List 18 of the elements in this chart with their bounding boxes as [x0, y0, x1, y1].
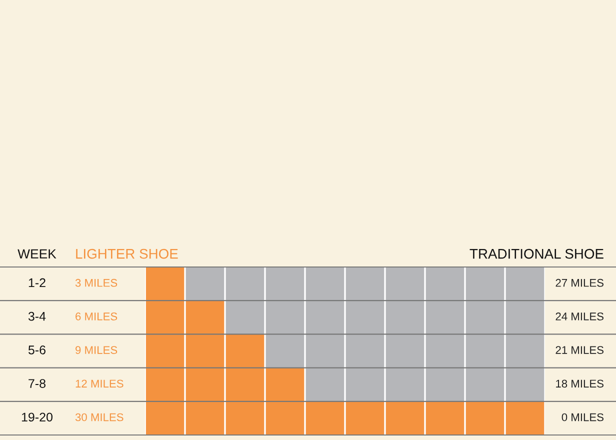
data-label: 18 MILES [556, 380, 604, 388]
y-tick-label: 19-20 [22, 412, 52, 422]
series-label: TRADITIONAL SHOE [470, 248, 604, 259]
y-tick-label: 1-2 [28, 278, 46, 288]
data-label: 3 MILES [75, 278, 118, 287]
data-label: 24 MILES [556, 312, 604, 320]
data-label: 12 MILES [76, 380, 124, 388]
data-label: 27 MILES [556, 278, 604, 287]
y-tick-label: 7-8 [28, 379, 46, 388]
data-label: 21 MILES [556, 346, 604, 354]
data-label: 30 MILES [75, 413, 124, 422]
series-label: LIGHTER SHOE [76, 248, 178, 259]
data-label: 9 MILES [76, 346, 118, 354]
data-label: 6 MILES [76, 312, 118, 320]
y-tick-label: 5-6 [28, 346, 46, 354]
data-label: 0 MILES [562, 413, 604, 422]
y-tick-label: 3-4 [28, 312, 46, 321]
legend-title: WEEK [18, 249, 56, 258]
